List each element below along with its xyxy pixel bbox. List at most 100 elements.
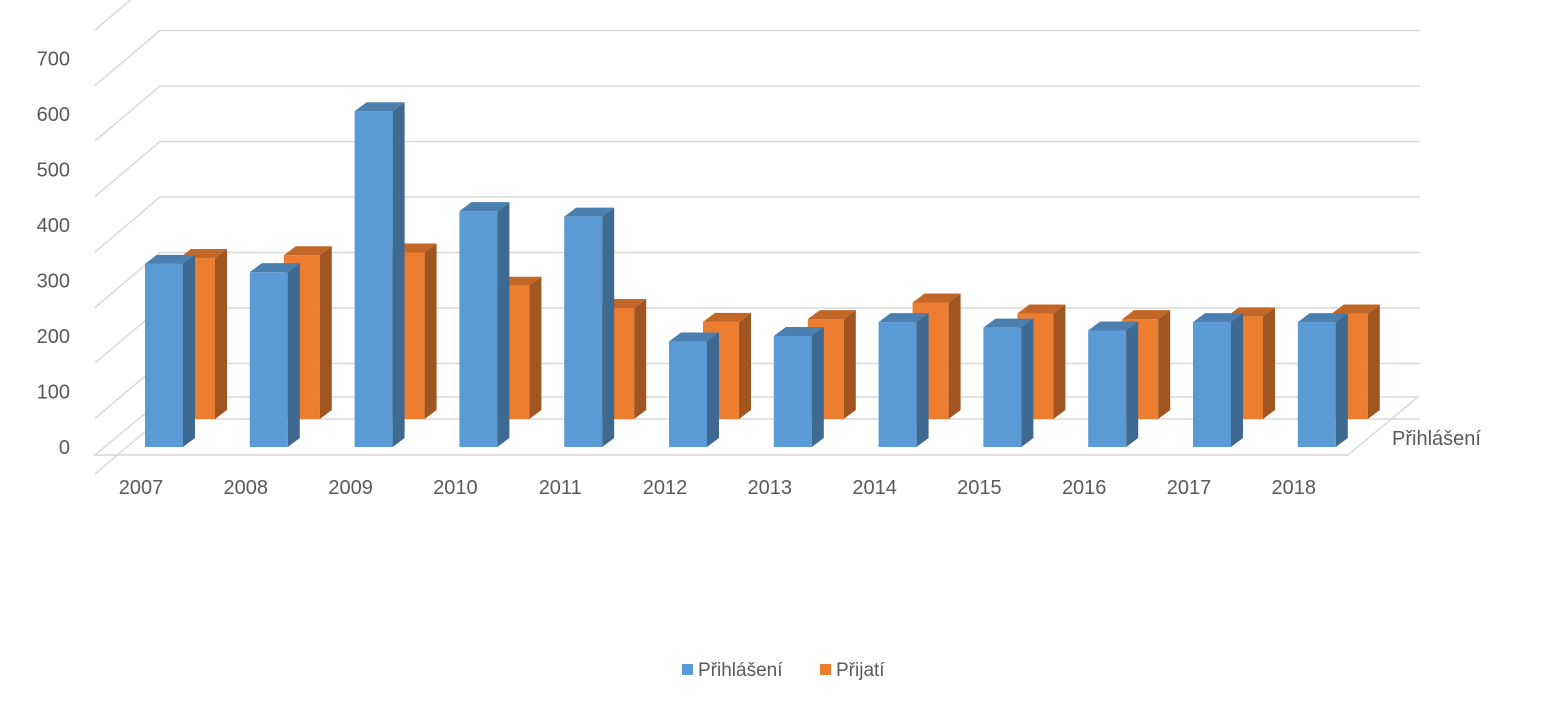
bar-prijati-side xyxy=(529,276,542,419)
bar-prijati-top xyxy=(1017,304,1066,314)
bar-prijati-side xyxy=(1263,307,1275,419)
bar-prihlaseni xyxy=(983,318,1034,447)
bar-prihlaseni-top xyxy=(354,102,405,112)
gridline-side xyxy=(94,140,161,198)
bar-prijati-top xyxy=(912,293,961,303)
bar-prihlaseni-side xyxy=(916,313,929,447)
y-tick-label: 400 xyxy=(37,215,70,237)
bar-prijati-side xyxy=(1053,304,1066,419)
bar-prijati-side xyxy=(215,249,227,419)
bar-prihlaseni-top xyxy=(669,332,719,342)
bar-prijati-side xyxy=(319,246,332,419)
x-tick-label: 2013 xyxy=(748,477,793,499)
gridline-side xyxy=(94,29,161,87)
bar-prihlaseni-front xyxy=(1193,322,1231,447)
bar-prijati-side xyxy=(424,243,437,419)
x-tick-label: 2017 xyxy=(1167,477,1212,499)
y-tick-label: 100 xyxy=(37,382,70,404)
bar-prihlaseni-top xyxy=(1088,321,1139,331)
bar-prihlaseni-front xyxy=(249,272,288,447)
bar-prihlaseni-top xyxy=(983,318,1034,328)
bar-prihlaseni-side xyxy=(1231,313,1243,447)
bar-prihlaseni-front xyxy=(1297,322,1336,447)
bar-prihlaseni-front xyxy=(773,336,812,447)
y-tick-label: 700 xyxy=(37,49,70,71)
x-tick-label: 2016 xyxy=(1062,477,1107,499)
bar-prihlaseni xyxy=(773,327,824,447)
y-tick-label: 600 xyxy=(37,104,70,126)
legend-label: Přijatí xyxy=(836,660,885,681)
bar-prihlaseni xyxy=(354,102,405,447)
bar-prijati xyxy=(912,293,961,419)
bar-prijati-top xyxy=(283,246,332,256)
x-tick-label: 2012 xyxy=(643,477,688,499)
gridline-side xyxy=(94,196,161,253)
y-tick-label: 200 xyxy=(37,326,70,348)
bar-prihlaseni xyxy=(459,202,510,447)
y-tick-label: 0 xyxy=(59,437,70,459)
bar-prihlaseni-side xyxy=(1021,318,1034,447)
bar-prihlaseni-side xyxy=(497,202,510,447)
bar-prijati-side xyxy=(1367,304,1380,419)
x-tick-label: 2015 xyxy=(957,477,1002,499)
bar-prihlaseni-side xyxy=(392,102,405,447)
bar-prihlaseni xyxy=(145,254,195,447)
bar-prihlaseni-front xyxy=(145,263,183,447)
back-bar-wrap xyxy=(912,293,961,419)
x-tick-label: 2018 xyxy=(1272,477,1317,499)
y-tick-label: 300 xyxy=(37,271,70,293)
gridline-side xyxy=(94,0,132,31)
bar-prihlaseni-front xyxy=(983,327,1022,447)
bar-prijati-side xyxy=(634,299,647,419)
legend-swatch xyxy=(820,664,831,675)
bar-prijati-top xyxy=(703,312,751,322)
bar-prihlaseni-front xyxy=(878,322,917,447)
bar-prihlaseni-top xyxy=(773,327,824,336)
bar-prihlaseni-side xyxy=(602,207,615,447)
bar-prijati-top xyxy=(807,310,856,320)
bar-prihlaseni-top xyxy=(878,313,929,323)
bar-prihlaseni-top xyxy=(564,207,615,217)
bar-prihlaseni-front xyxy=(669,341,707,447)
bar-prihlaseni-top xyxy=(145,254,195,264)
bar-prihlaseni xyxy=(669,332,719,447)
bar-prihlaseni-side xyxy=(1126,321,1139,447)
legend: Přihlášení Přijatí xyxy=(682,660,885,681)
bar-prihlaseni-front xyxy=(1088,330,1127,447)
y-axis: 0 100 200 300 400 500 600 700 xyxy=(37,49,70,460)
bar-prihlaseni xyxy=(249,263,300,447)
bar-prijati-side xyxy=(843,310,856,419)
bar-prihlaseni-top xyxy=(249,263,300,273)
x-tick-label: 2009 xyxy=(328,477,373,499)
bar-prijati-side xyxy=(948,293,961,419)
bar-prihlaseni-side xyxy=(811,327,824,447)
bar-prihlaseni xyxy=(1297,313,1348,447)
bar-prihlaseni-front xyxy=(354,111,393,447)
gridline-side xyxy=(94,85,161,142)
bar-prijati-side xyxy=(739,312,751,419)
bar-prijati-top xyxy=(1122,310,1171,320)
y-tick-label: 500 xyxy=(37,160,70,182)
x-tick-label: 2010 xyxy=(433,477,478,499)
bar-prijati-side xyxy=(1158,310,1171,419)
x-tick-label: 2014 xyxy=(852,477,897,499)
x-tick-label: 2008 xyxy=(224,477,269,499)
depth-axis: Přihlášení xyxy=(1392,428,1481,450)
depth-axis-label: Přihlášení xyxy=(1392,428,1481,450)
bar-prijati-top xyxy=(1331,304,1380,314)
legend-swatch xyxy=(682,664,693,675)
bar-prihlaseni xyxy=(1193,313,1243,447)
bar-prihlaseni-front xyxy=(459,211,498,447)
bar-prihlaseni-side xyxy=(1335,313,1348,447)
x-tick-label: 2011 xyxy=(539,477,582,499)
bar-prihlaseni-top xyxy=(1297,313,1348,323)
legend-label: Přihlášení xyxy=(698,660,783,681)
bar-prihlaseni xyxy=(878,313,929,447)
bar-prihlaseni-side xyxy=(287,263,300,447)
series-front xyxy=(145,102,1348,447)
x-axis: 2007 2008 2009 2010 2011 2012 2013 2014 2015 2016… xyxy=(95,454,1348,499)
bar-prihlaseni-front xyxy=(564,216,603,447)
bar-prihlaseni-top xyxy=(1193,313,1243,323)
